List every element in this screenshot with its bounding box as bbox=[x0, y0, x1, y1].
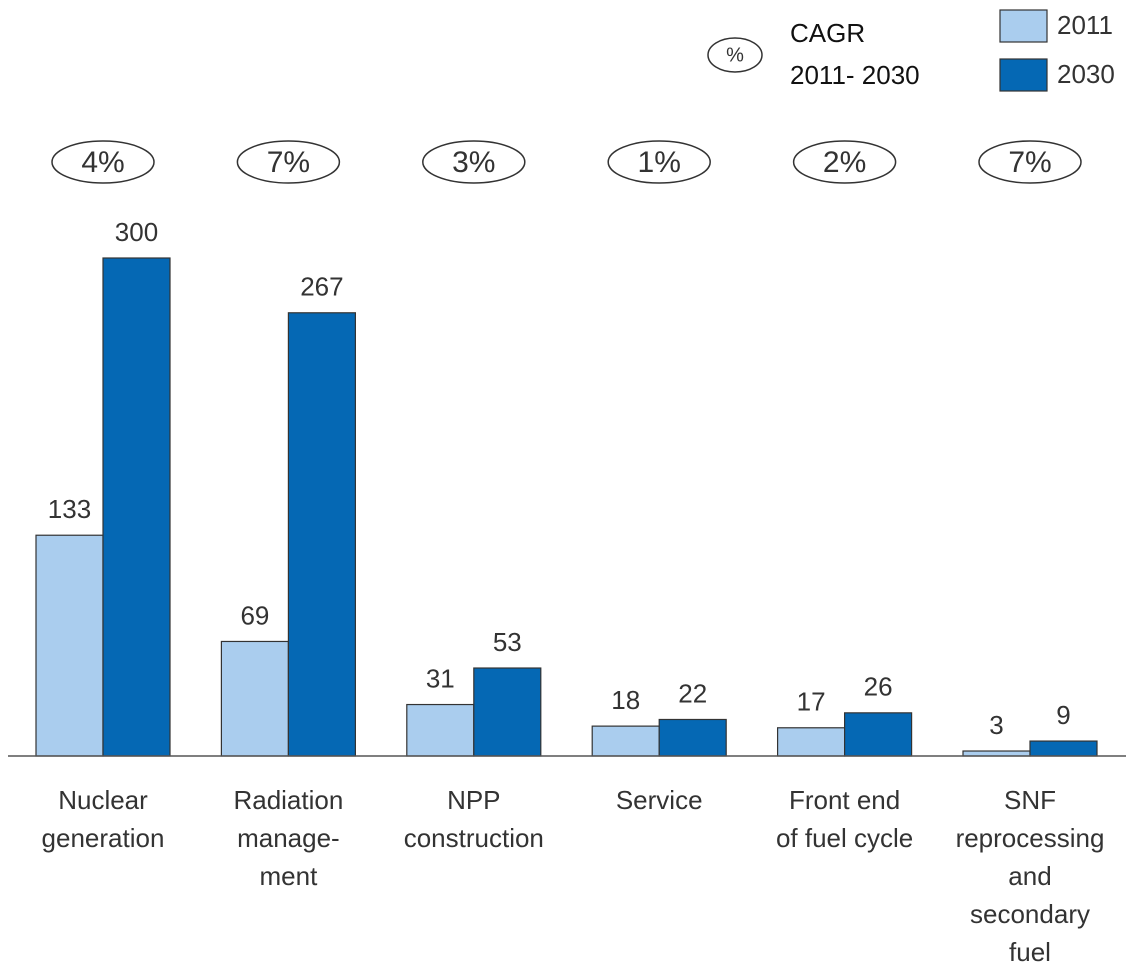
bar bbox=[287, 312, 356, 757]
value-label: 300 bbox=[115, 217, 158, 247]
cagr-legend-label: CAGR 2011- 2030 bbox=[790, 18, 920, 90]
value-label: 133 bbox=[48, 494, 91, 524]
bar bbox=[1029, 740, 1098, 757]
legend-swatch bbox=[999, 58, 1048, 92]
value-label: 267 bbox=[300, 272, 343, 302]
x-tick-label: Nuclear generation bbox=[41, 785, 165, 853]
cagr-ellipse bbox=[422, 140, 526, 184]
bar bbox=[406, 703, 475, 757]
value-label: 17 bbox=[797, 687, 826, 717]
cagr-ellipse bbox=[607, 140, 711, 184]
cagr-legend-symbol: % bbox=[726, 44, 744, 66]
cagr-ellipse bbox=[51, 140, 155, 184]
legend-swatch bbox=[999, 9, 1048, 43]
value-label: 69 bbox=[240, 600, 269, 630]
cagr-label: 7% bbox=[267, 146, 310, 179]
bar bbox=[658, 718, 727, 757]
cagr-ellipse bbox=[978, 140, 1082, 184]
cagr-ellipse bbox=[236, 140, 341, 184]
cagr-legend-ellipse bbox=[707, 37, 763, 73]
value-label: 3 bbox=[989, 710, 1003, 740]
legend-label: 2030 bbox=[1057, 59, 1115, 89]
bar bbox=[473, 667, 542, 757]
value-label: 53 bbox=[493, 627, 522, 657]
cagr-label: 7% bbox=[1008, 146, 1051, 179]
x-tick-label: Service bbox=[615, 785, 703, 815]
cagr-label: 4% bbox=[81, 146, 124, 179]
bar bbox=[776, 727, 846, 757]
x-tick-label: Front end of fuel cycle bbox=[775, 785, 914, 853]
cagr-label: 2% bbox=[823, 146, 866, 179]
cagr-ellipse bbox=[792, 140, 897, 184]
cagr-label: 3% bbox=[452, 146, 495, 179]
bar bbox=[220, 640, 289, 757]
legend-label: 2011 bbox=[1057, 10, 1113, 40]
x-tick-label: SNF reprocessing and secondary fuel bbox=[955, 785, 1105, 964]
value-label: 22 bbox=[678, 678, 707, 708]
value-label: 26 bbox=[864, 672, 893, 702]
bar bbox=[843, 712, 913, 757]
x-tick-label: NPP construction bbox=[403, 785, 544, 853]
cagr-label: 1% bbox=[638, 146, 681, 179]
value-label: 9 bbox=[1056, 700, 1070, 730]
bar bbox=[591, 725, 660, 757]
bar bbox=[35, 534, 104, 757]
bar bbox=[102, 257, 171, 757]
x-tick-label: Radiation manage- ment bbox=[233, 785, 344, 891]
value-label: 18 bbox=[611, 685, 640, 715]
value-label: 31 bbox=[426, 663, 455, 693]
